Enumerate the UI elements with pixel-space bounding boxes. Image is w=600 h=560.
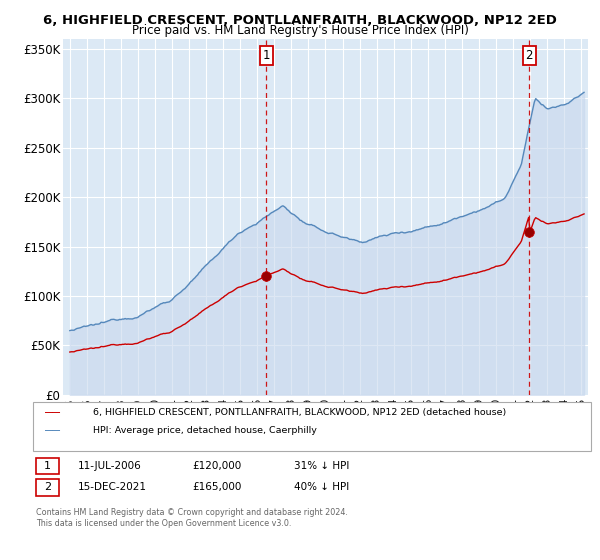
Text: Price paid vs. HM Land Registry's House Price Index (HPI): Price paid vs. HM Land Registry's House …: [131, 24, 469, 37]
Text: 1: 1: [263, 49, 270, 62]
Text: 15-DEC-2021: 15-DEC-2021: [78, 482, 147, 492]
Text: Contains HM Land Registry data © Crown copyright and database right 2024.: Contains HM Land Registry data © Crown c…: [36, 508, 348, 517]
Text: £165,000: £165,000: [192, 482, 241, 492]
Text: 2: 2: [44, 482, 51, 492]
Text: 31% ↓ HPI: 31% ↓ HPI: [294, 461, 349, 471]
Text: 6, HIGHFIELD CRESCENT, PONTLLANFRAITH, BLACKWOOD, NP12 2ED (detached house): 6, HIGHFIELD CRESCENT, PONTLLANFRAITH, B…: [93, 408, 506, 417]
Text: 2: 2: [526, 49, 533, 62]
Text: This data is licensed under the Open Government Licence v3.0.: This data is licensed under the Open Gov…: [36, 519, 292, 528]
Text: 40% ↓ HPI: 40% ↓ HPI: [294, 482, 349, 492]
Text: 11-JUL-2006: 11-JUL-2006: [78, 461, 142, 471]
Text: 6, HIGHFIELD CRESCENT, PONTLLANFRAITH, BLACKWOOD, NP12 2ED: 6, HIGHFIELD CRESCENT, PONTLLANFRAITH, B…: [43, 14, 557, 27]
Text: ——: ——: [45, 423, 60, 437]
Text: ——: ——: [45, 406, 60, 419]
Text: £120,000: £120,000: [192, 461, 241, 471]
Text: 1: 1: [44, 461, 51, 471]
Text: HPI: Average price, detached house, Caerphilly: HPI: Average price, detached house, Caer…: [93, 426, 317, 435]
